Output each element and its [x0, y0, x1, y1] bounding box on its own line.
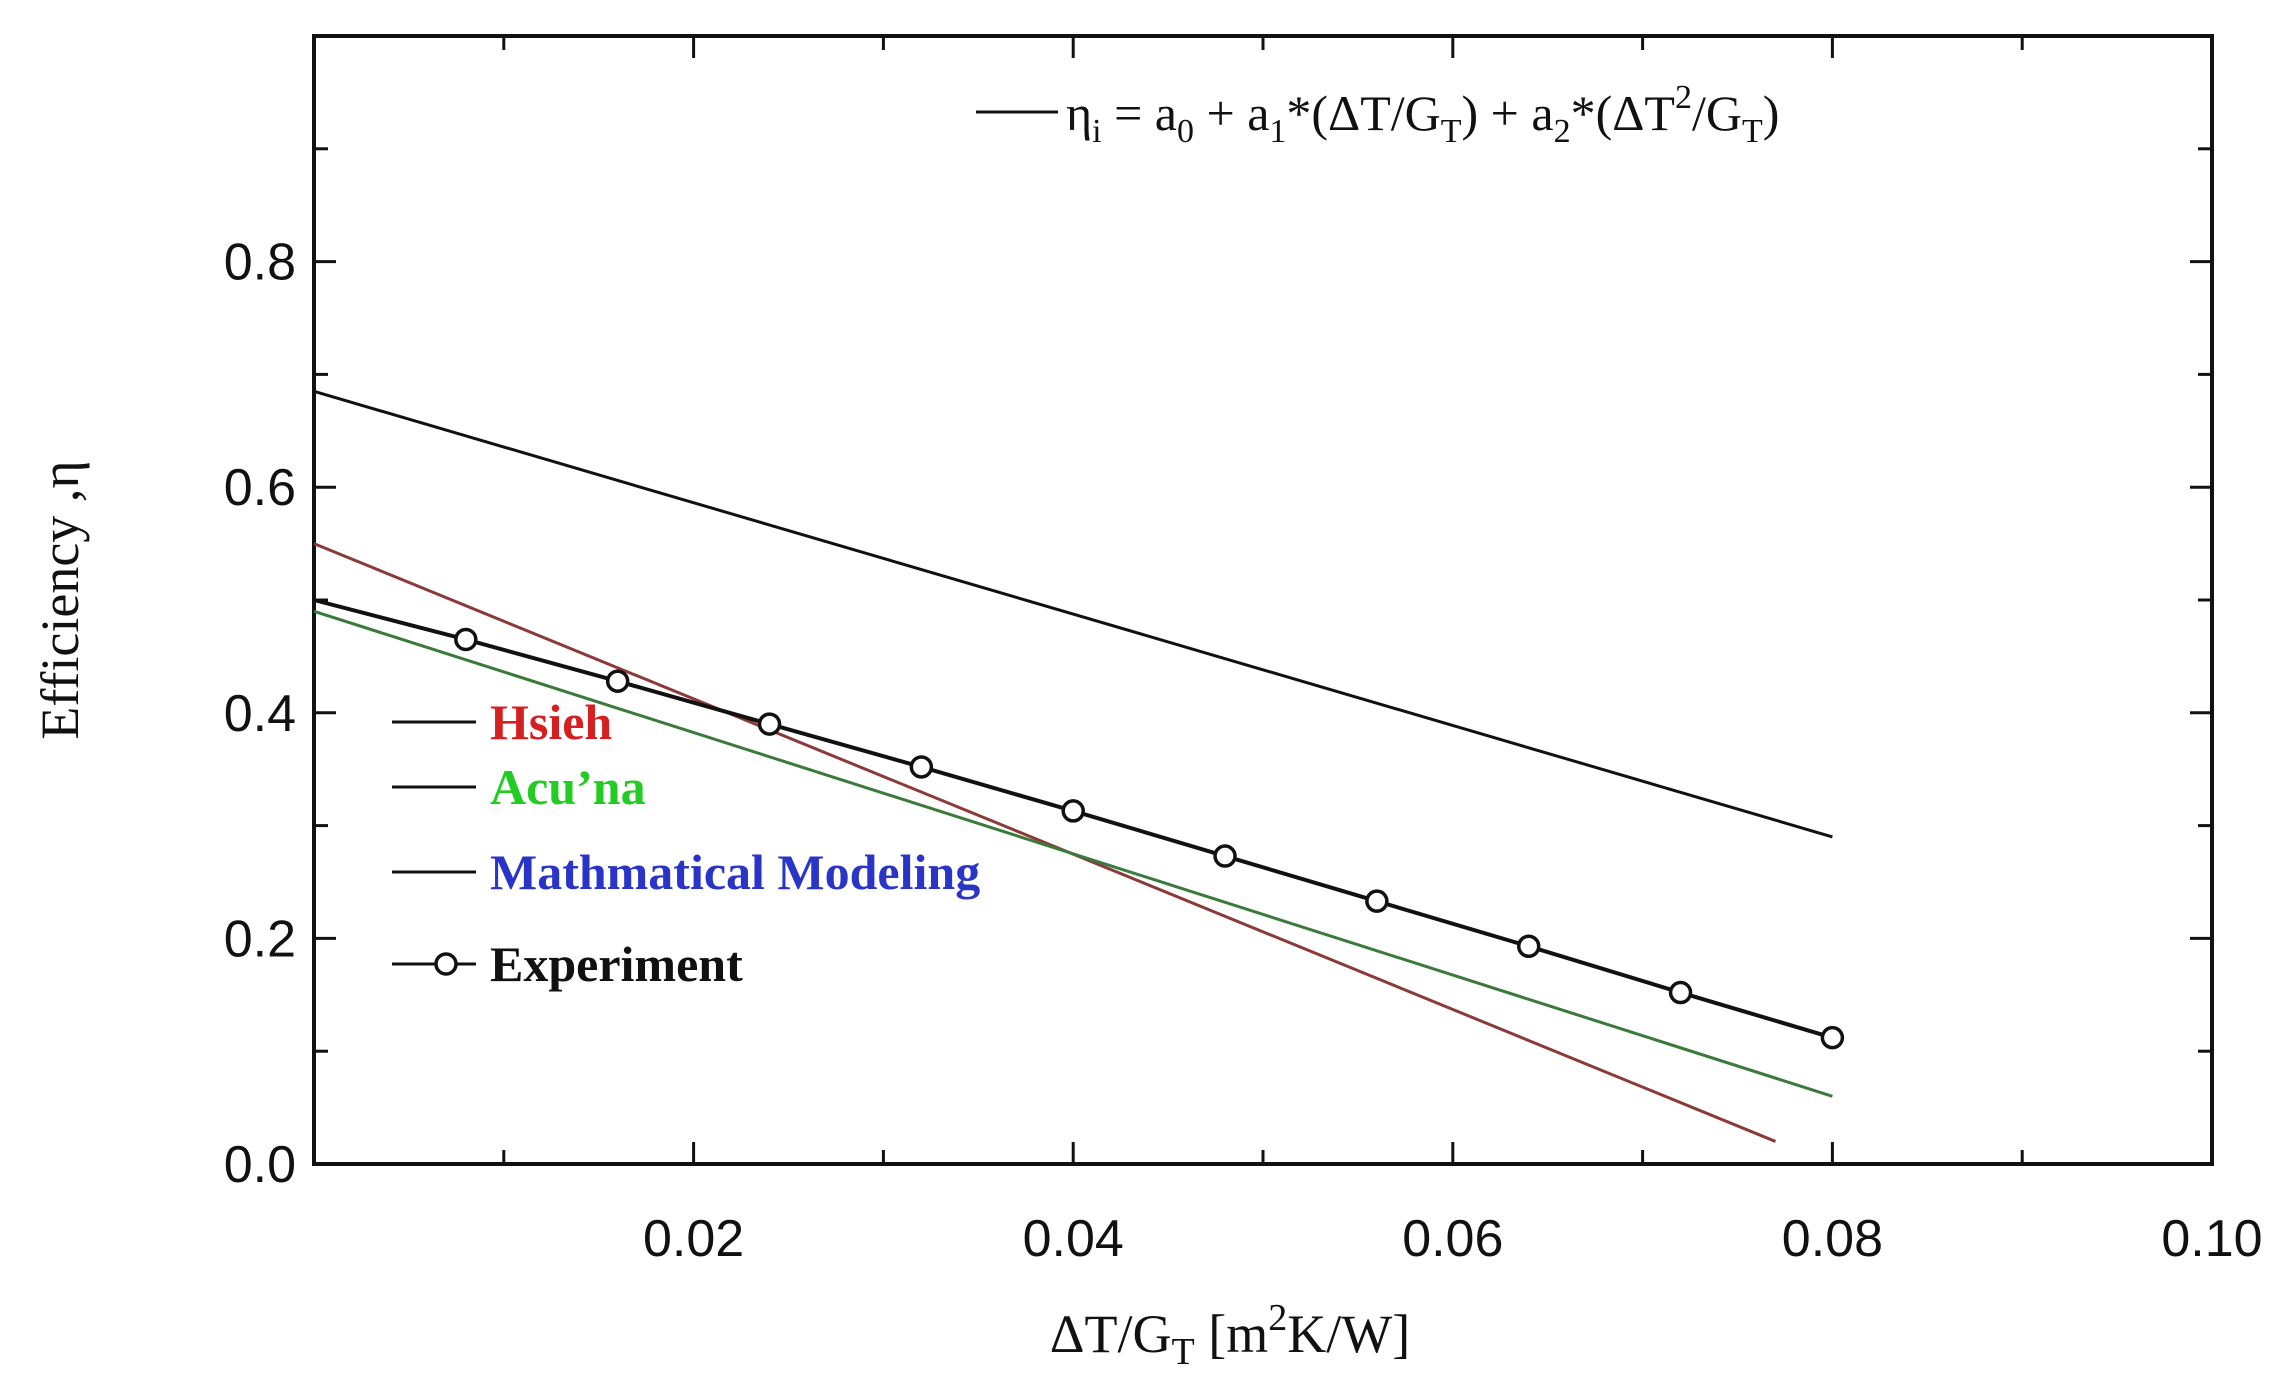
formula-annotation: ηi = a0 + a1*(ΔT/GT) + a2*(ΔT2/GT): [976, 79, 1779, 150]
formula-text: ηi = a0 + a1*(ΔT/GT) + a2*(ΔT2/GT): [1066, 79, 1779, 150]
axis-titles: ΔT/GT [m2K/W] Efficiency ,η: [30, 460, 1410, 1373]
y-tick-label: 0.4: [224, 685, 296, 743]
x-tick-label: 0.06: [1402, 1210, 1503, 1268]
experiment-point: [1061, 799, 1085, 823]
y-axis-title: Efficiency ,η: [30, 460, 90, 739]
experiment-point: [1820, 1025, 1845, 1050]
acu-na-line: [313, 609, 1833, 1098]
mathmatical-modeling-line: [313, 389, 1833, 839]
series-group: [313, 389, 1845, 1143]
x-axis-title: ΔT/GT [m2K/W]: [1050, 1297, 1410, 1373]
legend-label-experiment: Experiment: [490, 936, 743, 992]
legend-label-hsieh: Hsieh: [490, 694, 612, 750]
legend-label-mathmatical-modeling: Mathmatical Modeling: [490, 844, 980, 900]
experiment-point: [605, 669, 630, 693]
experiment-point: [454, 627, 478, 652]
experiment-point: [909, 755, 934, 779]
x-tick-label: 0.08: [1782, 1210, 1883, 1268]
hsieh-line: [313, 542, 1777, 1143]
x-tick-label: 0.02: [643, 1210, 744, 1268]
legend-marker-experiment: [434, 952, 458, 976]
experiment-point: [1365, 889, 1389, 913]
plot-frame: [312, 34, 2214, 1166]
y-tick-label: 0.8: [224, 234, 296, 292]
x-tick-label: 0.04: [1023, 1210, 1124, 1268]
experiment-point: [1668, 980, 1693, 1005]
experiment-point: [1516, 934, 1541, 959]
legend-label-acu-na: Acu’na: [490, 759, 646, 815]
axis-ticks: 0.02 0.04 0.06 0.08 0.10 0.0 0.2 0.4 0.6 0.8: [224, 34, 2263, 1268]
experiment-point: [1213, 844, 1237, 868]
y-tick-label: 0.0: [224, 1136, 296, 1194]
experiment-point: [757, 712, 782, 736]
y-tick-label: 0.2: [224, 910, 296, 968]
y-tick-label: 0.6: [224, 459, 296, 517]
legend: Hsieh Acu’na Mathmatical Modeling Experimen…: [392, 694, 980, 992]
x-tick-label: 0.10: [2161, 1210, 2262, 1268]
